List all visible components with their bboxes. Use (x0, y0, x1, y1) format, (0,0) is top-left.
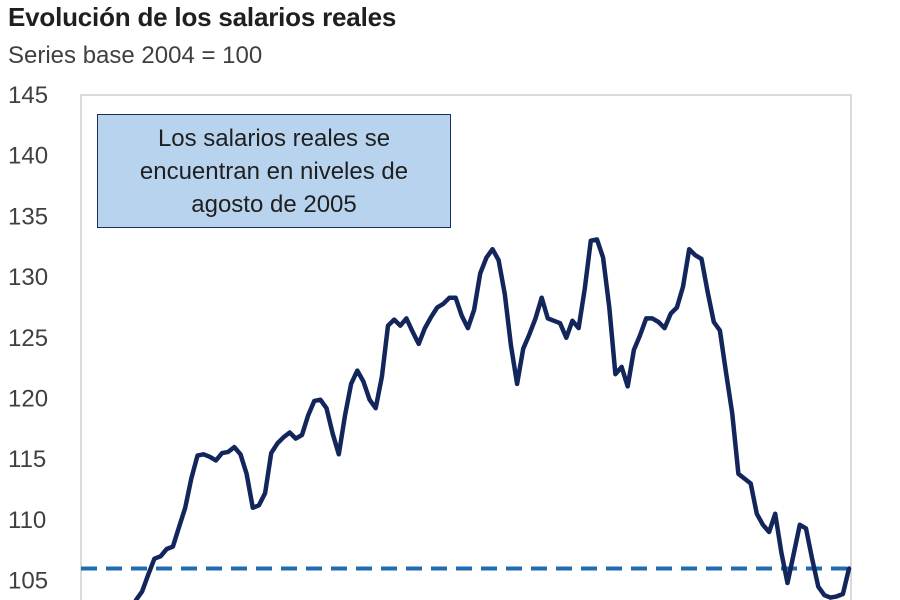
series-line (133, 237, 852, 600)
y-tick-label: 145 (8, 82, 48, 109)
y-tick-label: 110 (8, 507, 46, 534)
y-tick-label: 105 (8, 568, 48, 595)
chart-title: Evolución de los salarios reales (8, 2, 397, 32)
y-tick-label: 120 (8, 386, 48, 413)
chart-subtitle: Series base 2004 = 100 (8, 42, 263, 69)
annotation-box: Los salarios reales se encuentran en niv… (97, 114, 451, 228)
y-tick-label: 140 (8, 143, 48, 170)
y-axis: 145 140 135 130 125 120 115 110 105 (8, 82, 48, 595)
plot-area (80, 94, 852, 600)
y-tick-label: 115 (8, 446, 46, 473)
y-tick-label: 135 (8, 203, 48, 230)
y-tick-label: 130 (8, 264, 48, 291)
y-tick-label: 125 (8, 325, 48, 352)
